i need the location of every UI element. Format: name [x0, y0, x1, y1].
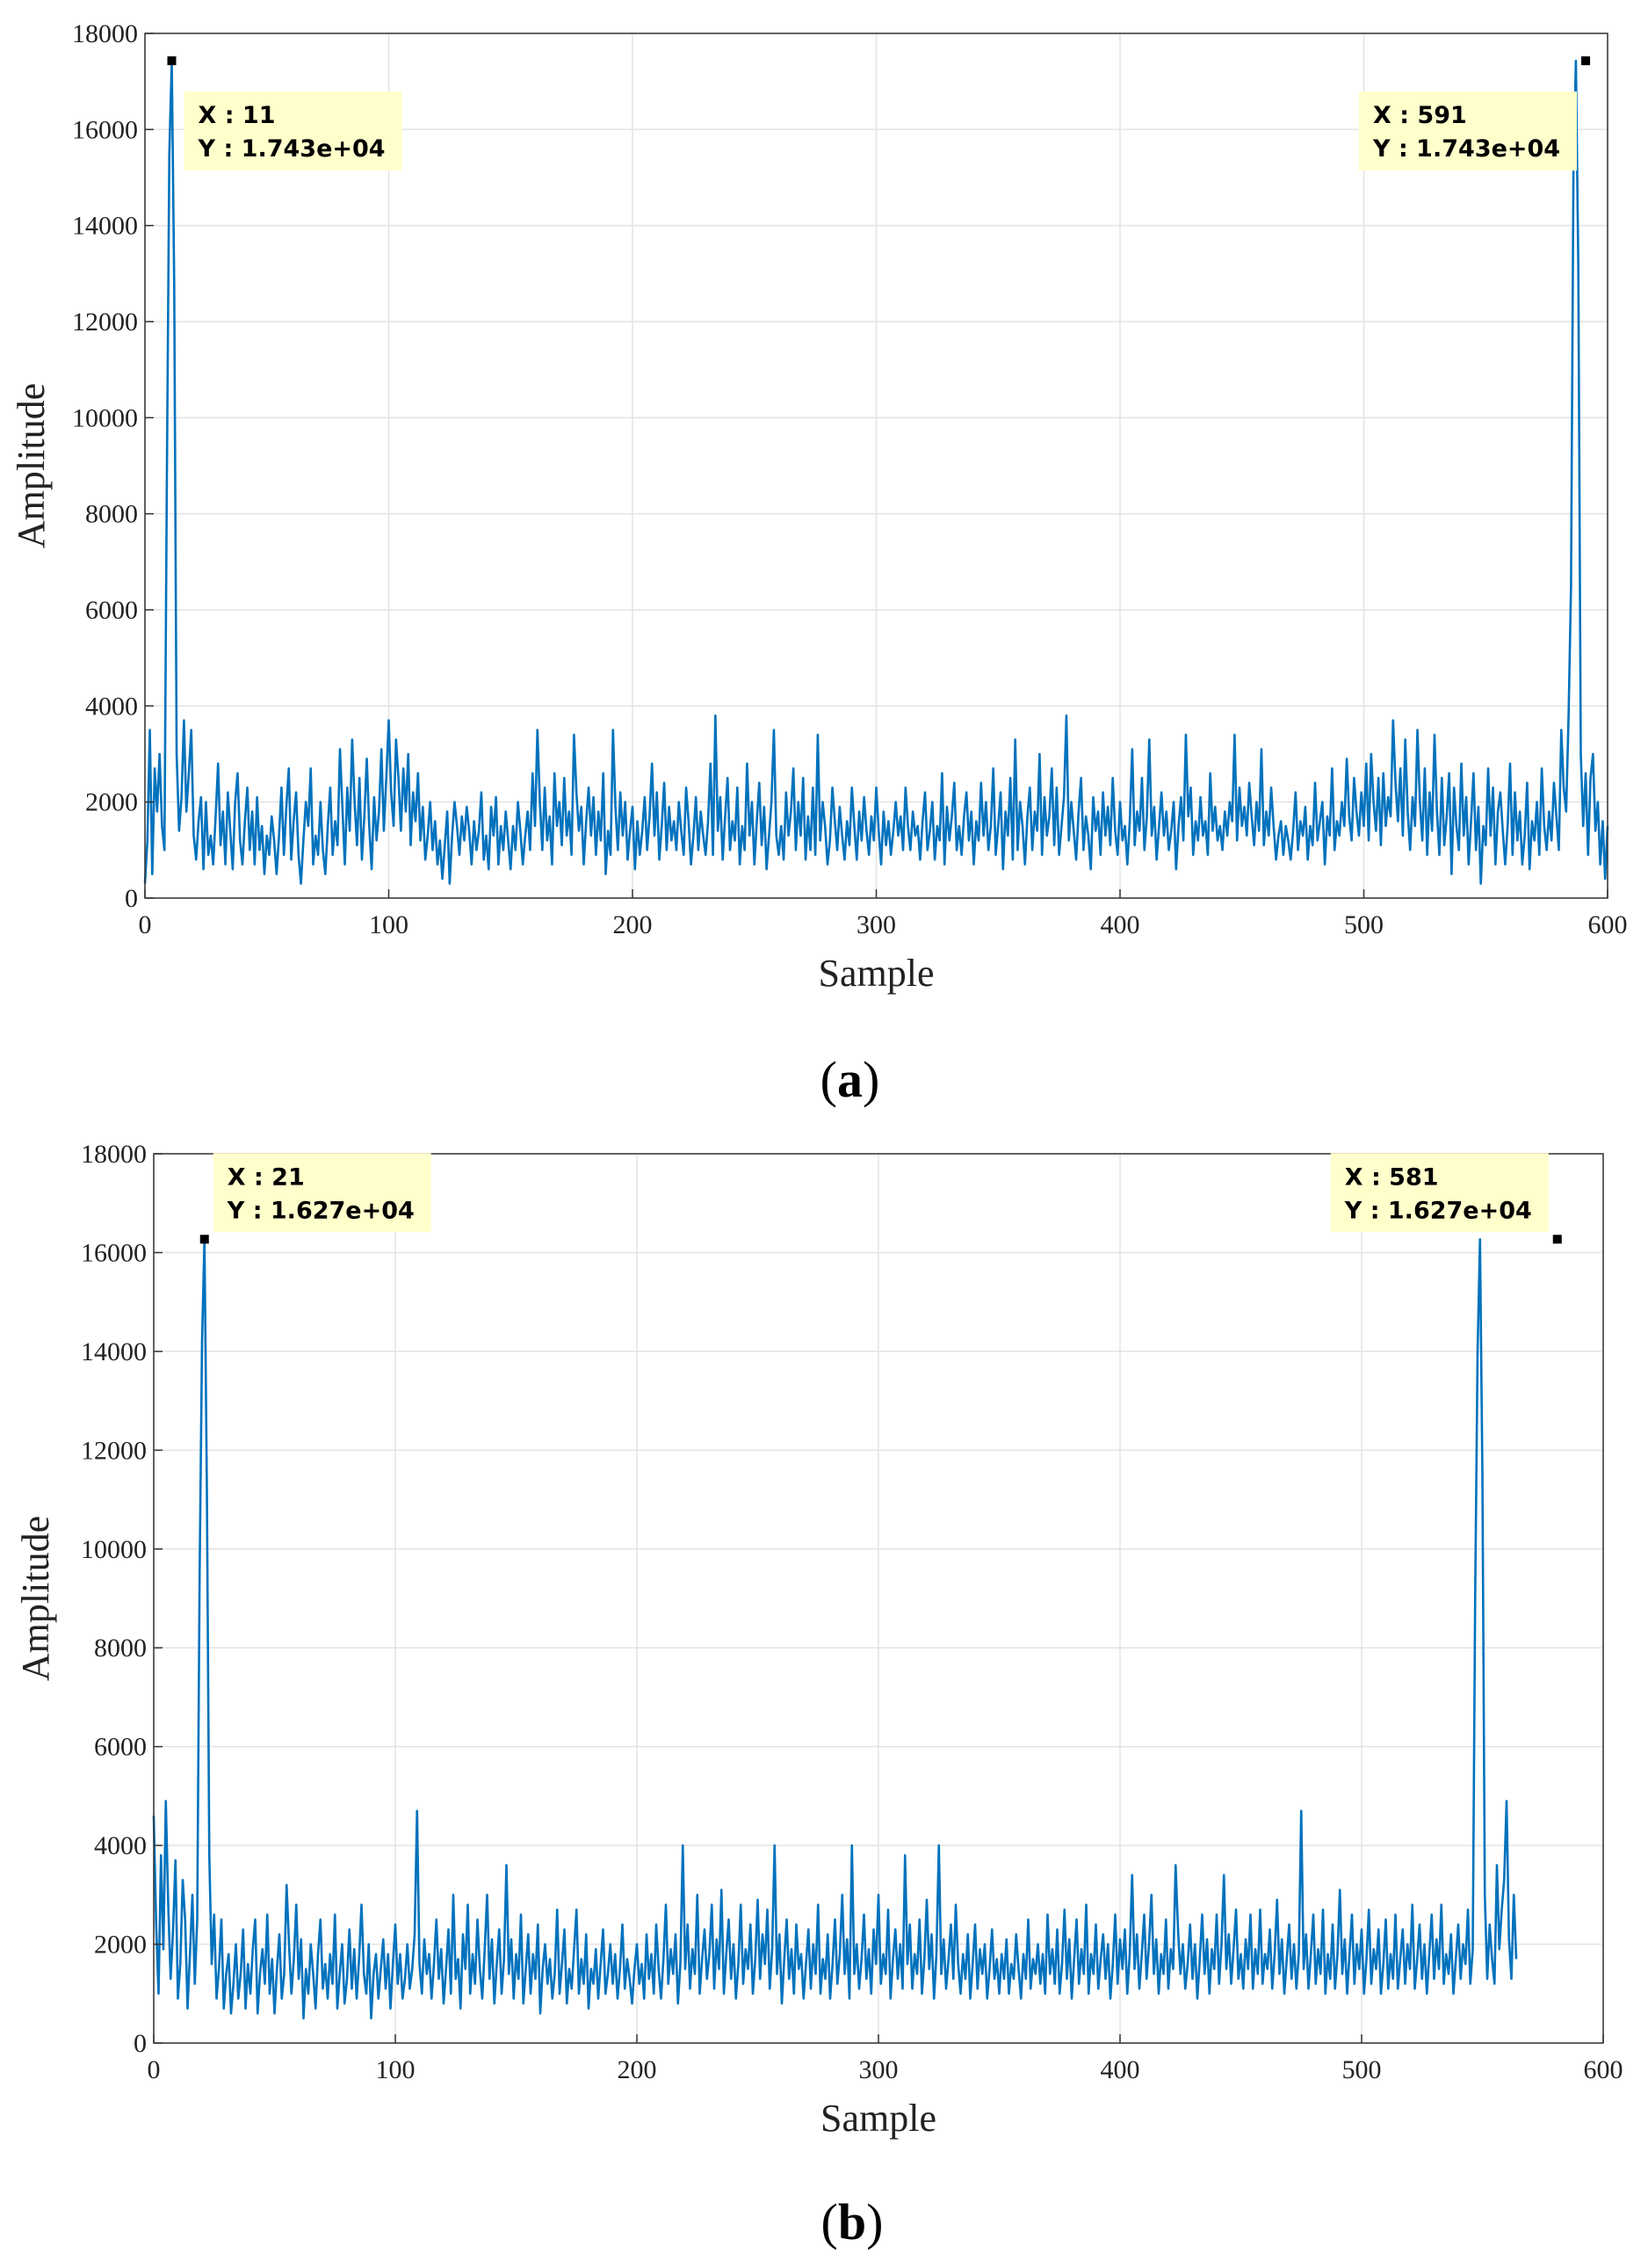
- datatip-b-1: X : 21 Y : 1.627e+04: [213, 1153, 431, 1233]
- x-tick-label: 100: [376, 2055, 416, 2084]
- y-tick-label: 18000: [72, 19, 138, 48]
- x-axis-title-b: Sample: [820, 2097, 936, 2140]
- y-tick-label: 10000: [81, 1535, 147, 1564]
- datatip-marker: [167, 56, 177, 66]
- x-tick-label: 300: [859, 2055, 899, 2084]
- y-tick-label: 18000: [81, 1140, 147, 1169]
- y-tick-label: 16000: [81, 1238, 147, 1267]
- datatip-marker: [1552, 1235, 1562, 1244]
- x-tick-label: 400: [1101, 910, 1140, 939]
- x-tick-label: 400: [1101, 2055, 1140, 2084]
- series-line-a: [143, 59, 1609, 885]
- y-tick-label: 8000: [85, 500, 138, 529]
- y-tick-label: 16000: [72, 115, 138, 144]
- datatip-y-label: Y : 1.743e+04: [1372, 135, 1560, 163]
- panel-label-b: (b): [821, 2193, 884, 2250]
- y-tick-label: 6000: [85, 596, 138, 625]
- y-tick-label: 0: [134, 2029, 147, 2058]
- panel-label-a: (a): [820, 1051, 880, 1108]
- x-tick-label: 0: [148, 2055, 161, 2084]
- chart-panel-a: 0 100 200 300 400 500 600 0 2000 4000 6000 8000 1000…: [10, 19, 1628, 1108]
- datatip-a-1: X : 11 Y : 1.743e+04: [184, 91, 402, 171]
- datatip-x-label: X : 591: [1373, 102, 1467, 129]
- x-tick-label: 100: [369, 910, 408, 939]
- x-tick-label: 0: [139, 910, 152, 939]
- datatip-y-label: Y : 1.627e+04: [1344, 1197, 1532, 1224]
- datatip-y-label: Y : 1.743e+04: [198, 135, 386, 163]
- y-tick-label: 0: [125, 884, 138, 913]
- chart-b-svg: 0 100 200 300 400 500 600020004000600080001000…: [14, 1140, 1623, 2250]
- y-tick-label: 4000: [85, 692, 138, 721]
- y-axis-title-b: Amplitude: [14, 1516, 57, 1681]
- y-tick-label: 2000: [85, 788, 138, 817]
- series-line-b: [152, 1237, 1518, 2020]
- y-tick-label: 14000: [81, 1337, 147, 1366]
- datatip-x-label: X : 11: [199, 102, 276, 129]
- x-tick-label: 300: [857, 910, 896, 939]
- datatip-x-label: X : 581: [1345, 1163, 1439, 1191]
- y-tick-label: 4000: [94, 1831, 147, 1860]
- datatip-x-label: X : 21: [228, 1163, 305, 1191]
- datatip-a-2: X : 591 Y : 1.743e+04: [1359, 91, 1578, 171]
- y-tick-label: 14000: [72, 212, 138, 241]
- y-axis-title-a: Amplitude: [10, 383, 53, 548]
- x-tick-label: 600: [1588, 910, 1628, 939]
- y-tick-label: 2000: [94, 1931, 147, 1960]
- datatip-b-2: X : 581 Y : 1.627e+04: [1330, 1153, 1549, 1233]
- x-tick-label: 500: [1342, 2055, 1382, 2084]
- y-tick-label: 12000: [81, 1436, 147, 1465]
- y-tick-label: 10000: [72, 403, 138, 432]
- x-tick-label: 200: [613, 910, 653, 939]
- x-tick-label: 200: [618, 2055, 657, 2084]
- y-tick-label: 12000: [72, 308, 138, 337]
- datatip-marker: [1581, 56, 1591, 66]
- x-tick-label: 500: [1344, 910, 1384, 939]
- datatip-y-label: Y : 1.627e+04: [227, 1197, 415, 1224]
- y-tick-label: 8000: [94, 1634, 147, 1663]
- chart-panel-b: 0 100 200 300 400 500 600 0 2000 4000 6000 8000 1000…: [0, 1134, 1648, 2268]
- x-tick-label: 600: [1584, 2055, 1623, 2084]
- chart-a-svg: 0 100 200 300 400 500 600020004000600080001000…: [10, 19, 1628, 1108]
- datatip-marker: [199, 1235, 209, 1244]
- x-axis-title-a: Sample: [819, 952, 935, 995]
- y-tick-label: 6000: [94, 1733, 147, 1762]
